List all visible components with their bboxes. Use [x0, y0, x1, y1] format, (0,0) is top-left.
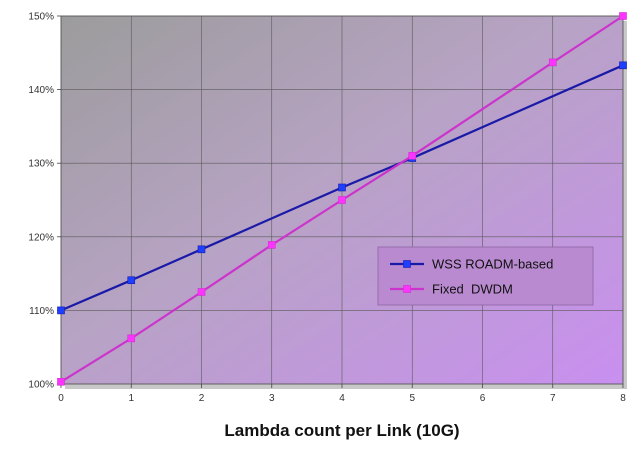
- legend-swatch-marker: [403, 285, 411, 293]
- x-axis-ticks: 0 1 2 3 4 5 6 7 8: [58, 384, 626, 404]
- data-point: [197, 245, 206, 254]
- x-tick-label: 4: [339, 393, 345, 404]
- y-tick-label: 130%: [28, 159, 54, 170]
- series-2: [57, 12, 627, 386]
- x-tick-label: 0: [58, 393, 64, 404]
- grid: [60, 15, 624, 385]
- data-point: [338, 183, 346, 192]
- legend-label: WSS ROADM-based: [432, 257, 553, 272]
- y-tick-label: 100%: [28, 380, 54, 391]
- data-point: [338, 196, 346, 204]
- legend: WSS ROADM-based Fixed DWDM: [377, 246, 594, 306]
- data-point: [548, 58, 557, 67]
- x-tick-label: 8: [620, 393, 626, 404]
- legend-items: WSS ROADM-based Fixed DWDM: [390, 257, 553, 297]
- y-tick-label: 140%: [28, 85, 54, 96]
- data-point: [127, 334, 136, 343]
- x-tick-label: 1: [128, 393, 134, 404]
- data-point: [197, 288, 206, 296]
- series-line: [60, 64, 624, 312]
- series-line: [60, 15, 624, 383]
- y-tick-label: 110%: [29, 306, 54, 317]
- y-axis-ticks: 100% 110% 120% 130% 140% 150%: [28, 12, 61, 391]
- legend-label: Fixed DWDM: [432, 282, 513, 297]
- data-point: [408, 152, 417, 160]
- x-tick-label: 7: [550, 393, 556, 404]
- data-point: [127, 276, 136, 285]
- legend-swatch-marker: [403, 260, 411, 268]
- legend-box: [377, 246, 594, 306]
- data-point: [619, 61, 627, 70]
- data-point: [267, 241, 276, 249]
- data-point: [57, 306, 65, 315]
- x-tick-label: 2: [199, 393, 205, 404]
- y-tick-label: 120%: [28, 232, 54, 243]
- x-tick-label: 6: [480, 393, 486, 404]
- x-axis-label: Lambda count per Link (10G): [224, 421, 459, 440]
- series-layer: [57, 12, 627, 386]
- y-tick-label: 150%: [28, 12, 54, 23]
- x-tick-label: 3: [269, 393, 275, 404]
- data-point: [619, 12, 627, 20]
- x-tick-label: 5: [409, 393, 415, 404]
- data-point: [57, 377, 65, 386]
